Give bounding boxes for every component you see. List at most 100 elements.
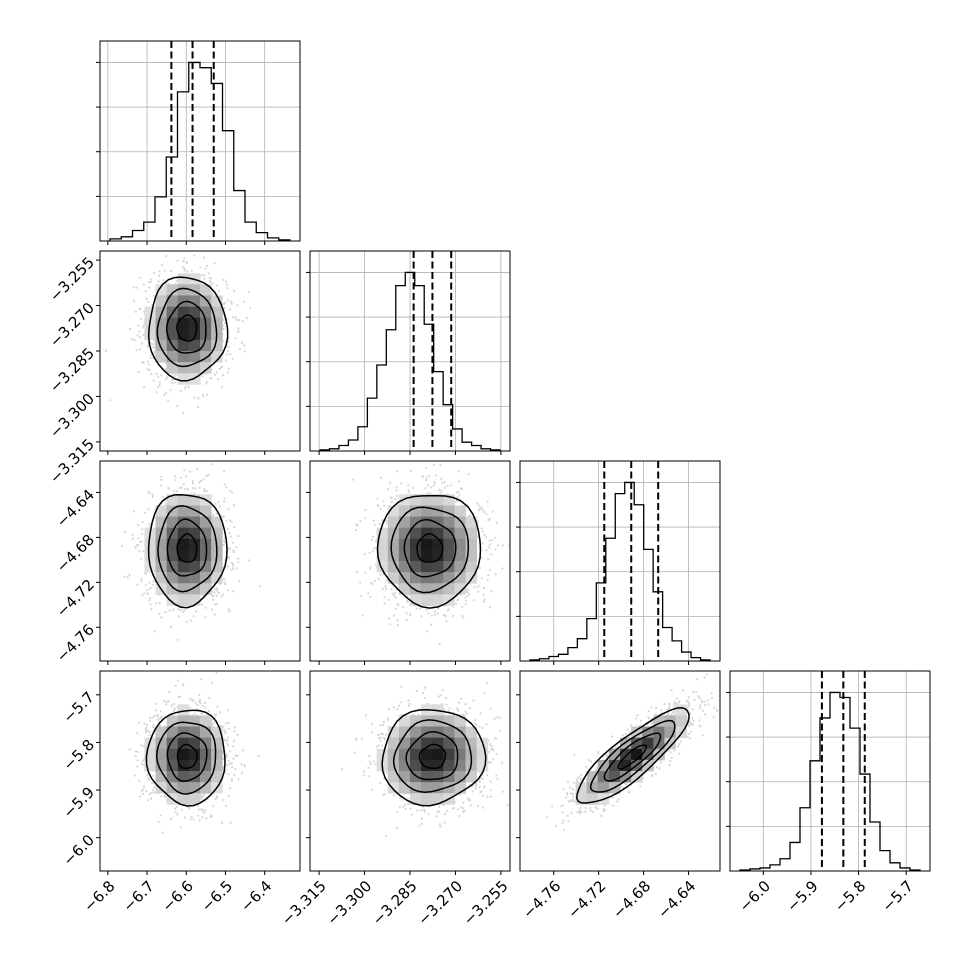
density-cell (166, 494, 179, 506)
y-tick-label: −3.285 (46, 344, 98, 396)
density-cell (454, 527, 466, 540)
density-cell (188, 516, 201, 529)
density-cell (376, 561, 389, 573)
density-cell (211, 759, 223, 772)
density-cell (421, 572, 433, 584)
contour-line (390, 506, 470, 594)
density-cell (465, 538, 478, 551)
density-cell (410, 726, 422, 739)
density-cell (476, 759, 489, 772)
density-cell (177, 561, 190, 573)
density-cell (575, 793, 588, 805)
density-cell (155, 339, 168, 352)
density-cell (155, 516, 168, 529)
x-tick-label: −3.270 (414, 877, 466, 929)
density-cell (410, 583, 422, 595)
contour-line (157, 505, 218, 593)
contour-line (155, 721, 217, 795)
density-cell (410, 516, 422, 529)
density-cell (155, 759, 168, 772)
density-cell (177, 339, 190, 352)
density-cell (642, 748, 654, 761)
density-cell (376, 549, 389, 562)
density-cell (443, 549, 455, 562)
scatter-panel-3-1: −3.315−3.300−3.285−3.270−3.255 (278, 670, 512, 929)
y-tick-label: −5.7 (60, 688, 98, 726)
density-cell (432, 737, 444, 750)
density-cell (200, 295, 212, 307)
contour-line (617, 744, 648, 770)
density-cell (443, 759, 455, 772)
density-cell (188, 572, 201, 584)
histogram-panel-3: −6.0 −5.9 −5.8 −5.7 (726, 670, 931, 916)
density-cell (144, 759, 156, 772)
density-cell (410, 748, 422, 761)
density-cell (454, 549, 466, 562)
density-cell (211, 737, 223, 750)
density-cell (432, 572, 444, 584)
y-tick-label: −6.0 (60, 831, 98, 869)
contour-line (381, 708, 487, 807)
density-cell (155, 549, 168, 562)
density-cell (410, 759, 422, 772)
density-cell (387, 538, 400, 551)
density-cell (155, 771, 168, 783)
density-cell (211, 516, 223, 529)
density-cell (188, 527, 201, 540)
density-cell (177, 373, 190, 385)
contour-line (603, 732, 662, 782)
density-cell (387, 748, 400, 761)
density-cell (421, 748, 433, 761)
density-cell (421, 527, 433, 540)
density-cell (155, 317, 168, 330)
x-tick-label: −5.9 (783, 877, 821, 915)
panel-content (341, 682, 509, 837)
density-cell (631, 748, 643, 761)
x-tick-label: −6.4 (237, 877, 275, 915)
density-cell (211, 527, 223, 540)
density-cell (387, 516, 400, 529)
histogram-step (319, 271, 501, 451)
density-cell (410, 782, 422, 794)
density-cell (387, 782, 400, 794)
density-cell (586, 782, 599, 794)
density-cell (398, 759, 411, 772)
density-cell (432, 793, 444, 805)
density-cell (443, 572, 455, 584)
density-cell (642, 726, 654, 739)
density-cell (410, 494, 422, 506)
density-cell (476, 748, 489, 761)
density-cell (432, 527, 444, 540)
density-cell (410, 538, 422, 551)
density-cell (421, 516, 433, 529)
density-cell (188, 793, 201, 805)
density-cell (443, 771, 455, 783)
x-tick-label: −3.255 (460, 877, 512, 929)
density-cell (597, 782, 610, 794)
density-cell (211, 561, 223, 573)
x-tick-label: −3.285 (369, 877, 421, 929)
density-cell (188, 317, 201, 330)
density-cell (465, 561, 478, 573)
density-cell (620, 759, 632, 772)
density-cell (454, 726, 466, 739)
density-cell (432, 782, 444, 794)
density-cell (410, 594, 422, 606)
density-cell (421, 782, 433, 794)
density-cell (387, 505, 400, 517)
density-cell (398, 782, 411, 794)
density-cell (166, 538, 179, 551)
contour-line (156, 287, 218, 368)
density-cell (211, 748, 223, 761)
density-cell (166, 351, 179, 363)
density-cell (188, 351, 201, 363)
density-cell (200, 748, 212, 761)
density-cell (188, 284, 201, 296)
density-cell (155, 782, 168, 794)
density-cell (443, 494, 455, 506)
density-cell (166, 771, 179, 783)
density-cell (155, 737, 168, 750)
density-cell (454, 759, 466, 772)
density-cell (211, 351, 223, 363)
density-cell (188, 306, 201, 319)
